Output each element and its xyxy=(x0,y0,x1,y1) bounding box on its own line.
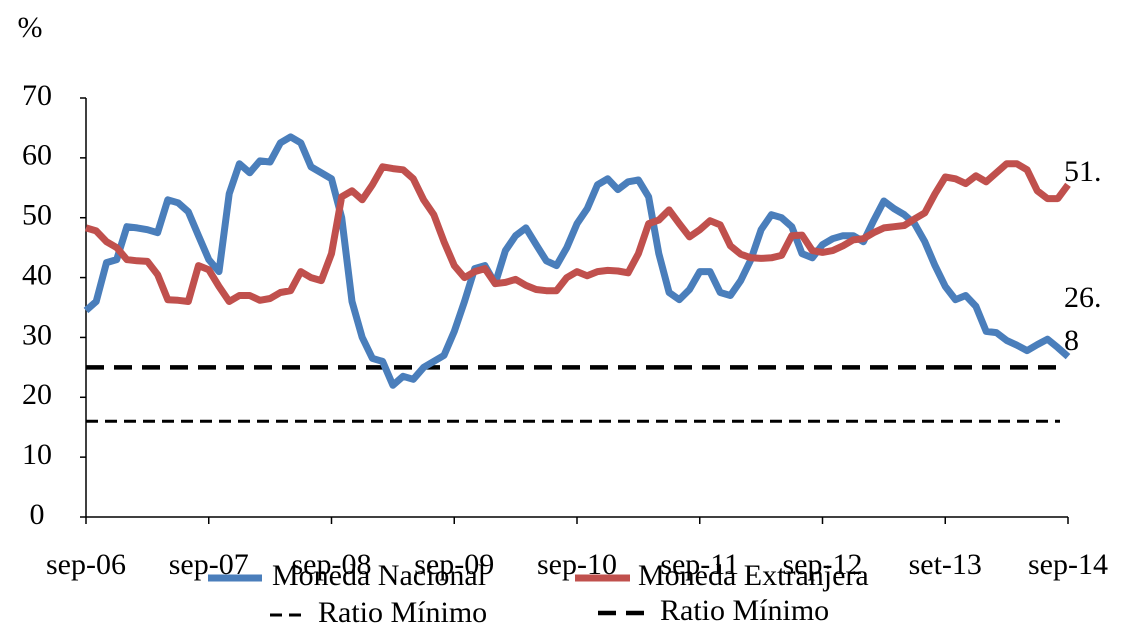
annotation-text: 51.1 xyxy=(1064,155,1102,188)
y-tick-label: 60 xyxy=(22,139,52,172)
annotation-text: 26.8 xyxy=(1064,281,1102,357)
chart-title: % xyxy=(18,11,43,44)
x-tick-label: sep-08 xyxy=(292,548,372,581)
x-tick-label: sep-09 xyxy=(414,548,494,581)
y-tick-label: 70 xyxy=(22,79,52,112)
y-tick-label: 30 xyxy=(22,318,52,351)
y-tick-label: 0 xyxy=(30,498,45,531)
x-tick-label: sep-06 xyxy=(46,548,126,581)
x-tick-label: sep-12 xyxy=(783,548,863,581)
x-tick-label: sep-14 xyxy=(1028,548,1108,581)
y-tick-label: 20 xyxy=(22,378,52,411)
legend-label: Moneda Extranjera xyxy=(638,559,869,592)
y-tick-label: 40 xyxy=(22,258,52,291)
legend-label: Ratio Mínimo xyxy=(318,596,487,629)
y-tick-label: 10 xyxy=(22,438,52,471)
annotation: 26.8 xyxy=(1064,281,1102,357)
legend-label: Moneda Nacional xyxy=(272,559,486,592)
x-tick-label: set-13 xyxy=(909,548,982,581)
series-line xyxy=(85,160,1071,305)
y-tick-label: 50 xyxy=(22,199,52,232)
series-line xyxy=(83,133,1071,389)
annotation: 51.1 xyxy=(1064,155,1102,188)
x-tick-label: sep-11 xyxy=(660,548,739,581)
legend-label: Ratio Mínimo xyxy=(660,594,829,627)
